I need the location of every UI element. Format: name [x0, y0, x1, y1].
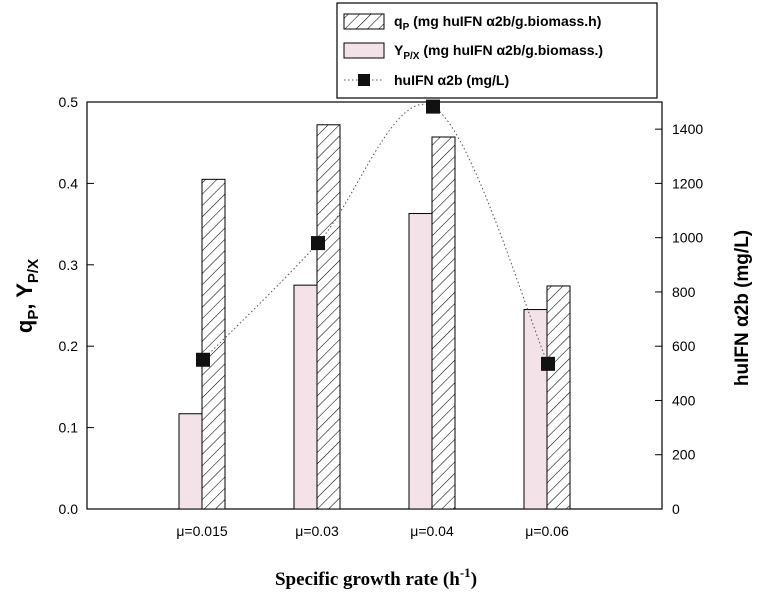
bar-ypx-1	[293, 284, 318, 510]
bar-qp-1	[316, 124, 341, 510]
y-left-tick-label-4: 0.4	[59, 175, 79, 191]
x-category-label-3: μ=0.06	[525, 523, 569, 539]
y-left-title-q: q	[12, 320, 37, 333]
bar-qp-3	[546, 285, 571, 510]
legend-label-ypx: YP/X (mg huIFN α2b/g.biomass.)	[394, 42, 603, 62]
legend-marker-huifn	[358, 74, 370, 86]
legend-label-huifn: huIFN α2b (mg/L)	[394, 72, 509, 88]
huifn-marker-0	[196, 352, 210, 367]
y-axis-right-title: huIFN α2b (mg/L)	[732, 230, 753, 386]
ticks-layer: 0.0 0.1 0.2 0.3 0.4 0.5 0 200 400 600 800 1000 1200 1…	[59, 94, 704, 539]
bar-qp-0	[201, 178, 226, 510]
y-left-title-y-sub: P/X	[25, 259, 42, 283]
x-category-label-1: μ=0.03	[295, 523, 339, 539]
legend-label-qp: qP (mg huIFN α2b/g.biomass.h)	[394, 13, 601, 33]
legend-swatch-ypx	[343, 42, 385, 59]
y-left-tick-label-2: 0.2	[59, 338, 79, 354]
bar-ypx-3	[523, 309, 548, 510]
bar-ypx-2	[408, 213, 433, 510]
huifn-marker-3	[541, 356, 555, 371]
y-right-tick-label-0: 0	[672, 501, 680, 517]
y-left-tick-label-0: 0.0	[59, 501, 79, 517]
y-left-tick-label-1: 0.1	[59, 420, 79, 436]
x-axis-title: Specific growth rate (h-1)	[275, 565, 477, 590]
y-left-tick-label-5: 0.5	[59, 94, 79, 110]
legend-box	[336, 2, 658, 99]
y-left-title-q-sub: P	[25, 310, 42, 320]
bars-layer	[178, 124, 571, 510]
legend-swatch-qp	[343, 13, 385, 30]
huifn-marker-2	[426, 99, 440, 114]
y-right-tick-label-2: 400	[672, 392, 696, 408]
y-left-title-sep: , Y	[12, 283, 37, 310]
y-right-tick-label-5: 1000	[672, 230, 703, 246]
y-right-tick-label-4: 800	[672, 284, 696, 300]
y-left-tick-label-3: 0.3	[59, 257, 79, 273]
x-title-sup: -1	[460, 565, 471, 580]
legend: qP (mg huIFN α2b/g.biomass.h) YP/X (mg h…	[336, 2, 658, 99]
y-right-tick-label-3: 600	[672, 338, 696, 354]
y-axis-left-title: qP, YP/X	[12, 259, 42, 333]
x-category-label-2: μ=0.04	[410, 523, 454, 539]
line-layer	[196, 99, 555, 371]
y-right-tick-label-7: 1400	[672, 121, 703, 137]
y-right-tick-label-1: 200	[672, 447, 696, 463]
bar-qp-2	[431, 136, 456, 510]
x-title-close: )	[471, 569, 477, 590]
bar-ypx-0	[178, 413, 203, 510]
huifn-line	[202, 103, 549, 365]
plot-area-frame	[86, 101, 663, 510]
x-category-label-0: μ=0.015	[176, 523, 227, 539]
huifn-marker-1	[311, 236, 325, 251]
x-title-main: Specific growth rate (h	[275, 569, 460, 590]
y-right-tick-label-6: 1200	[672, 175, 703, 191]
